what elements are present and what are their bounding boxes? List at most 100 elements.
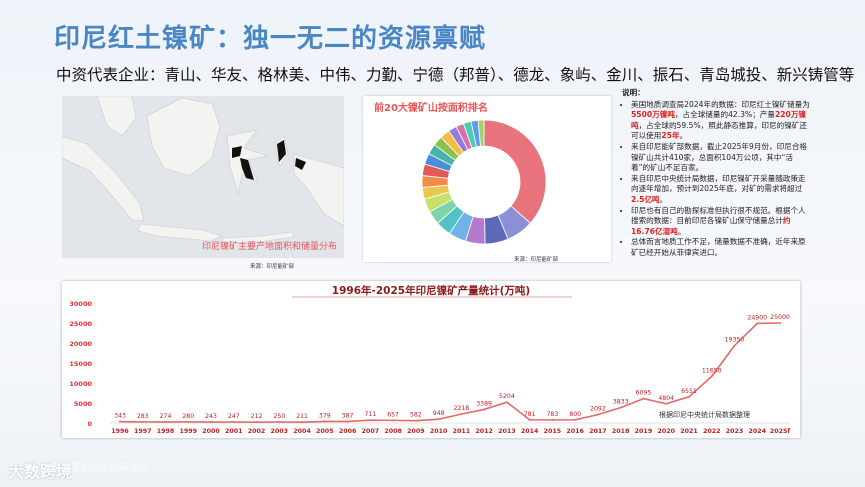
- note-text: 总体而言地质工作不足，储量数据不准确，近年来原矿已经开始从菲律宾进口。: [631, 237, 806, 257]
- data-point: [642, 397, 645, 400]
- x-tick-label: 2003: [271, 428, 289, 435]
- x-tick-label: 2017: [589, 428, 607, 435]
- map-graphic: [62, 96, 344, 258]
- data-point: [665, 402, 668, 405]
- landmass-malaysia: [96, 96, 137, 137]
- nickel-area-sulawesi-southeast: [240, 158, 254, 180]
- y-tick-label: 20000: [69, 340, 92, 348]
- data-label: 5204: [499, 393, 515, 400]
- landmass-papua: [293, 153, 344, 227]
- data-point: [596, 413, 599, 416]
- data-label: 2092: [590, 406, 606, 413]
- data-label: 582: [410, 412, 422, 419]
- data-point: [323, 420, 326, 423]
- notes-panel: 说明： 美国地质调查局2024年的数据：印尼红土镍矿储量为5500万镍吨，占全球…: [622, 88, 812, 259]
- data-label: 283: [137, 413, 149, 420]
- data-label: 19350: [725, 337, 745, 344]
- x-tick-label: 2007: [362, 428, 380, 435]
- notes-list: 美国地质调查局2024年的数据：印尼红土镍矿储量为5500万镍吨，占全球储量的4…: [622, 100, 812, 259]
- data-label: 2218: [454, 405, 470, 412]
- x-tick-label: 2013: [498, 428, 516, 435]
- note-highlight: 25年: [661, 131, 680, 141]
- data-point: [414, 419, 417, 422]
- x-tick-label: 2016: [566, 428, 584, 435]
- note-highlight: 2.5亿吨: [631, 194, 660, 204]
- note-text: 来自印尼中央统计局数据，印尼镍矿开采量随政策走向逐年增加，预计到2025年底，对…: [631, 173, 806, 194]
- nickel-area-sulawesi-central: [232, 146, 242, 158]
- data-label: 379: [319, 412, 331, 419]
- brand-logo: 大数跨境: [8, 462, 73, 481]
- data-point: [574, 418, 577, 421]
- data-label: 948: [433, 410, 445, 417]
- x-tick-label: 2018: [612, 428, 630, 435]
- data-point: [779, 322, 781, 324]
- data-label: 783: [547, 411, 559, 418]
- data-label: 3833: [613, 399, 629, 406]
- x-tick-label: 2005: [316, 428, 334, 435]
- note-item: 来自印尼中央统计局数据，印尼镍矿开采量随政策走向逐年增加，预计到2025年底，对…: [631, 174, 812, 206]
- data-label: 711: [364, 411, 376, 418]
- data-label: 6551: [681, 388, 697, 395]
- data-point: [278, 421, 281, 423]
- data-point: [392, 419, 395, 422]
- note-text: 印尼也有自己的勘探标准但执行很不规范。根据个人搜索的数据：目前印尼各镍矿山保守储…: [631, 205, 806, 226]
- y-tick-label: 15000: [69, 360, 92, 368]
- data-point: [346, 420, 349, 423]
- data-label: 657: [387, 411, 399, 418]
- landmass-borneo: [146, 97, 221, 177]
- note-text: 美国地质调查局2024年的数据：印尼红土镍矿储量为: [631, 99, 810, 109]
- donut-panel: 前20大镍矿山按面积排名: [363, 96, 611, 262]
- y-tick-label: 25000: [69, 320, 92, 328]
- data-point: [483, 408, 486, 411]
- x-tick-label: 2009: [407, 428, 425, 435]
- x-tick-label: 2010: [430, 428, 448, 435]
- data-label: 274: [160, 413, 172, 420]
- x-tick-label: 2019: [635, 428, 653, 435]
- x-tick-label: 2015: [544, 428, 562, 435]
- page-title: 印尼红土镍矿：独一无二的资源禀赋: [54, 24, 487, 54]
- data-label: 343: [114, 413, 126, 420]
- data-point: [301, 421, 304, 424]
- map-source: 来源：印尼能矿部: [250, 264, 295, 270]
- x-tick-label: 2023: [726, 428, 744, 435]
- data-point: [141, 420, 144, 423]
- data-point: [119, 420, 121, 423]
- note-text: 。: [677, 226, 686, 236]
- nickel-area-halmahera: [277, 140, 286, 162]
- note-item: 来自印尼能矿部数据，截止2025年9月份，印尼合格镍矿山共计410家，总面积10…: [631, 142, 812, 174]
- data-point: [232, 421, 235, 424]
- y-tick-label: 0: [87, 420, 92, 428]
- data-point: [733, 344, 736, 347]
- y-tick-label: 5000: [74, 400, 93, 408]
- notes-heading: 说明：: [622, 88, 645, 97]
- x-tick-label: 2011: [453, 428, 471, 435]
- data-point: [687, 395, 690, 398]
- map-caption: 印尼镍矿主要产地面积和储量分布: [202, 242, 338, 252]
- x-tick-label: 1997: [134, 428, 152, 435]
- donut-source: 来源：印尼能矿部: [514, 257, 559, 263]
- x-tick-label: 2000: [202, 428, 220, 435]
- data-label: 800: [569, 411, 581, 418]
- data-point: [187, 420, 190, 423]
- data-point: [619, 406, 622, 409]
- data-label: 243: [205, 413, 217, 420]
- data-point: [210, 421, 213, 424]
- data-label: 280: [182, 413, 194, 420]
- x-tick-label: 2002: [248, 428, 266, 435]
- data-label: 250: [273, 413, 285, 420]
- x-tick-label: 2001: [225, 428, 243, 435]
- page-subtitle: 中资代表企业：青山、华友、格林美、中伟、力勤、宁德（邦普）、德龙、象屿、金川、振…: [56, 66, 855, 84]
- data-point: [528, 418, 531, 421]
- landmass-nusa: [221, 231, 295, 244]
- production-line-chart: 1996年-2025年印尼镍矿产量统计(万吨) 0 5000 10000 15000 20…: [69, 284, 790, 435]
- x-tick-label: 2006: [339, 428, 357, 435]
- donut-slice: [483, 119, 547, 224]
- data-label: 247: [228, 413, 240, 420]
- x-tick-label: 1998: [157, 428, 175, 435]
- donut-chart: [421, 119, 547, 245]
- x-tick-label: 2024: [748, 428, 766, 435]
- note-highlight: 5500万镍吨: [631, 110, 675, 120]
- x-tick-label: 2014: [521, 428, 539, 435]
- data-label: 25000: [770, 314, 790, 321]
- data-point: [255, 421, 258, 424]
